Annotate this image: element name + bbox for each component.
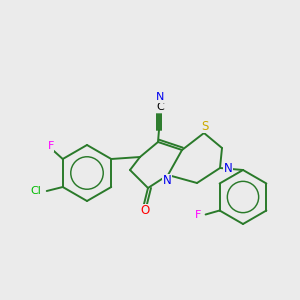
Text: O: O <box>140 205 150 218</box>
Text: N: N <box>163 175 171 188</box>
Text: F: F <box>195 209 202 220</box>
Text: F: F <box>48 141 54 151</box>
Text: Cl: Cl <box>30 186 41 196</box>
Text: C: C <box>156 102 164 112</box>
Text: N: N <box>224 161 232 175</box>
Text: S: S <box>201 119 209 133</box>
Text: N: N <box>156 92 164 102</box>
